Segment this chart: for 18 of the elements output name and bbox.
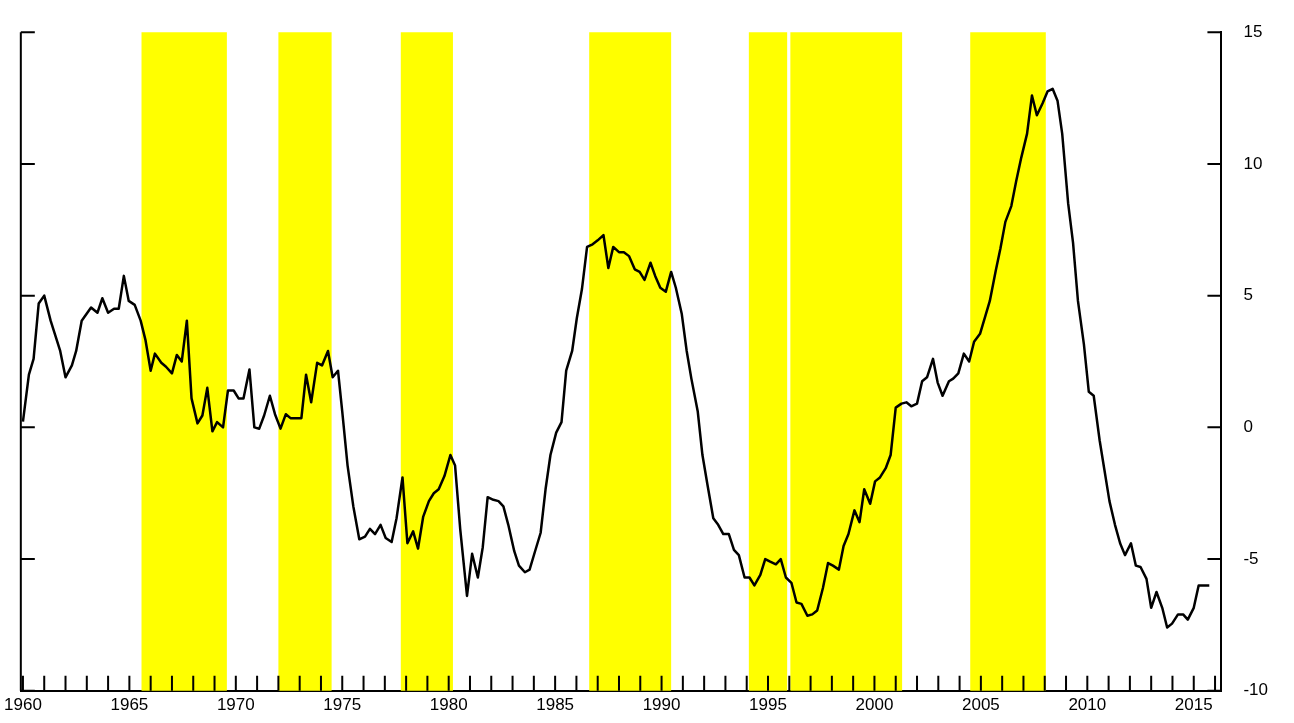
x-tick-label: 1970 [216,694,255,714]
x-tick-label: 2015 [1174,694,1213,714]
y-tick-label: -10 [1243,680,1269,700]
x-tick-label: 2010 [1068,694,1107,714]
x-tick-label: 2000 [855,694,894,714]
x-tick-label: 1965 [110,694,149,714]
x-tick-label: 1960 [4,694,42,714]
y-tick-label: 0 [1243,417,1253,437]
y-tick-label: 10 [1243,153,1263,173]
x-tick-label: 1980 [429,694,468,714]
x-tick-label: 1985 [536,694,575,714]
y-tick-label: 5 [1243,285,1253,305]
x-tick-label: 1995 [749,694,787,714]
x-tick-label: 2005 [961,694,1000,714]
x-tick-label: 1975 [323,694,362,714]
x-tick-label: 1990 [642,694,681,714]
y-tick-label: 15 [1243,21,1263,41]
y-tick-label: -5 [1243,548,1259,568]
